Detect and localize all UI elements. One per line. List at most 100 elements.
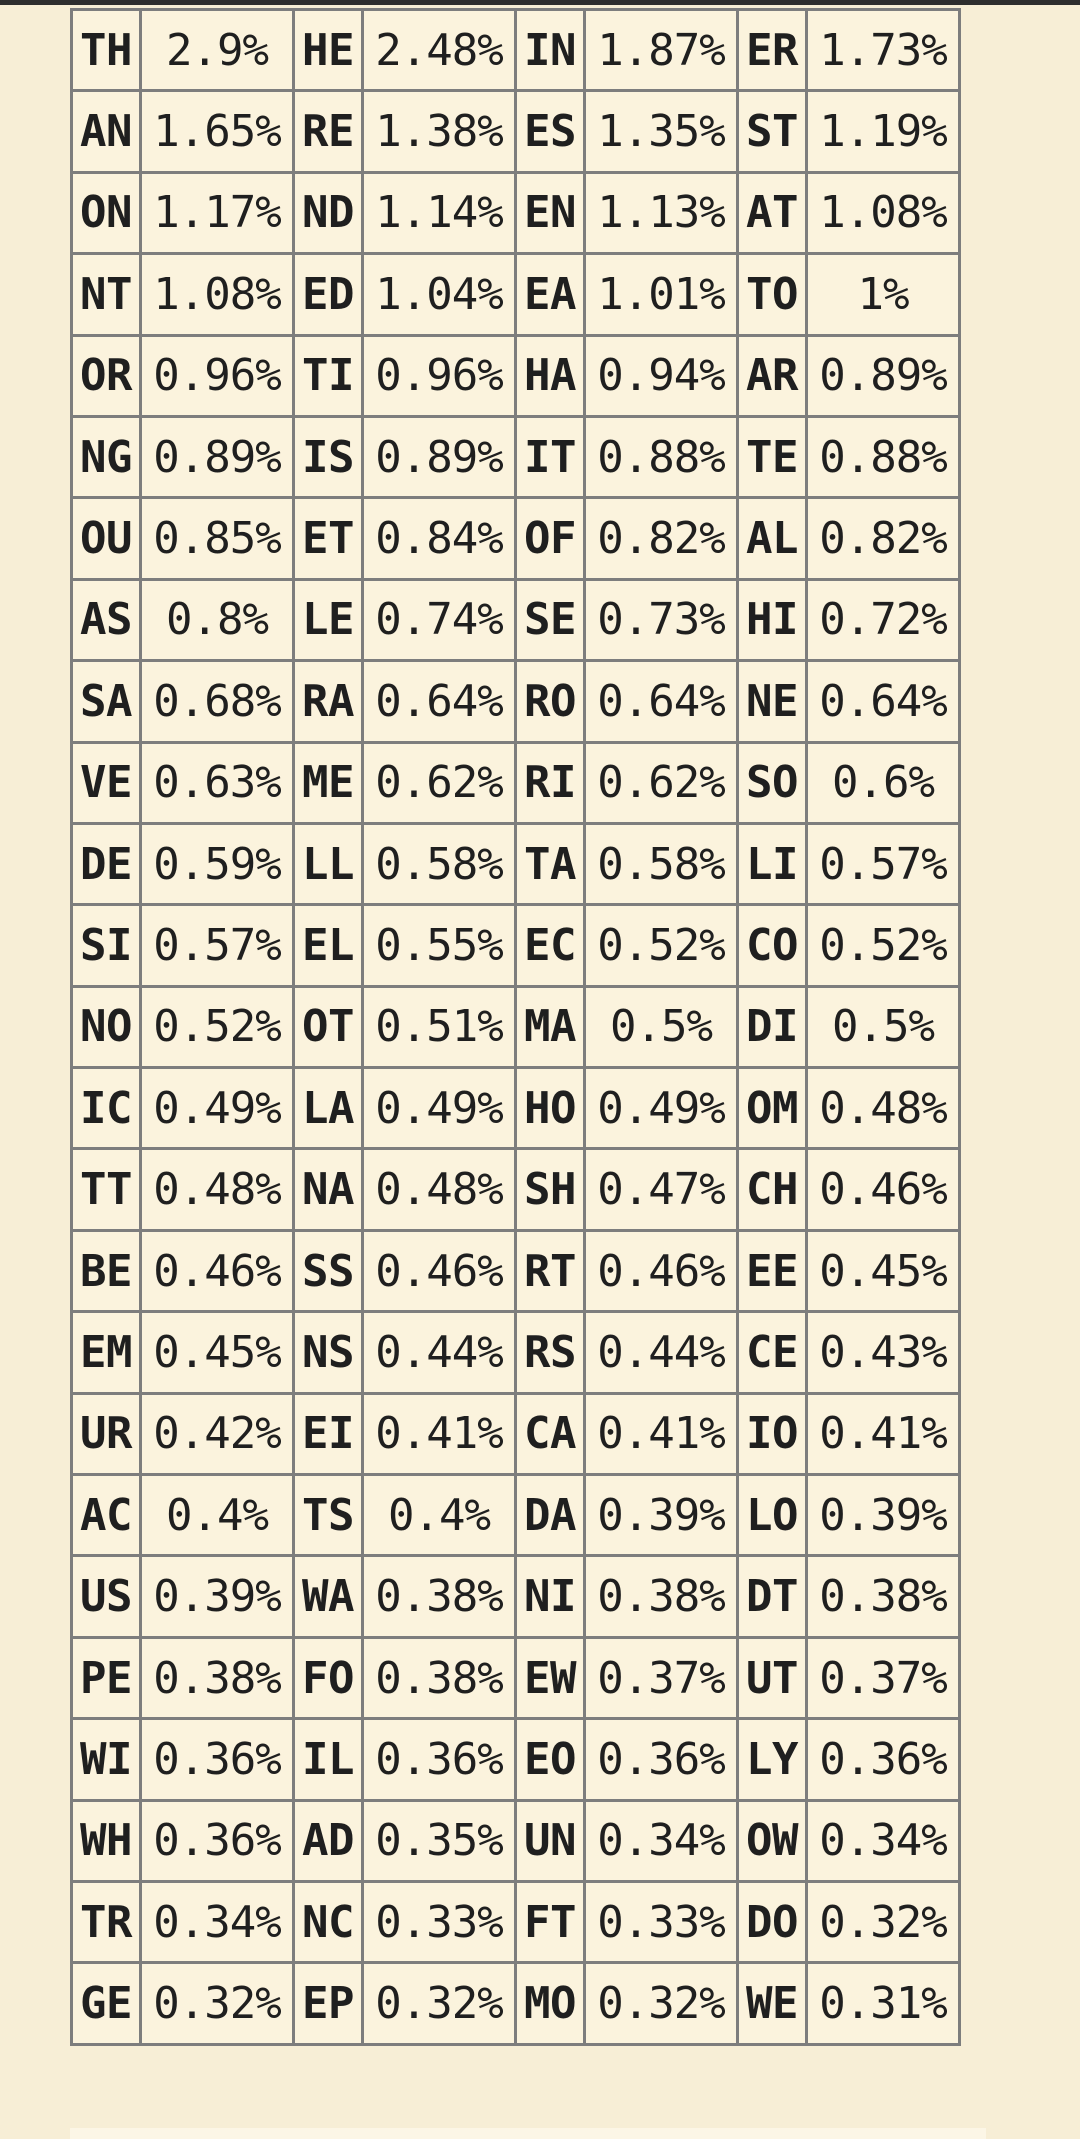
frequency-cell: 1.17%	[139, 170, 295, 256]
frequency-cell: 0.52%	[583, 903, 739, 988]
table-row: NG 0.89% IS 0.89% IT 0.88% TE 0.88%	[70, 414, 961, 500]
frequency-cell: 0.46%	[805, 1147, 961, 1232]
frequency-cell: 1.19%	[805, 89, 961, 174]
bigram-cell: WA	[292, 1554, 364, 1639]
bigram-cell: NI	[514, 1554, 586, 1639]
frequency-cell: 0.96%	[361, 333, 517, 418]
bigram-cell: GE	[70, 1961, 142, 2046]
frequency-cell: 0.38%	[139, 1635, 295, 1721]
frequency-cell: 0.32%	[805, 1879, 961, 1965]
frequency-cell: 0.36%	[139, 1798, 295, 1883]
table-row: AC 0.4% TS 0.4% DA 0.39% LO 0.39%	[70, 1473, 961, 1558]
frequency-cell: 0.36%	[139, 1717, 295, 1802]
frequency-cell: 0.89%	[805, 333, 961, 418]
frequency-cell: 0.88%	[805, 414, 961, 500]
frequency-cell: 0.45%	[139, 1310, 295, 1395]
bigram-cell: TO	[736, 252, 808, 337]
bigram-cell: AC	[70, 1473, 142, 1558]
frequency-cell: 0.68%	[139, 659, 295, 744]
bigram-cell: AT	[736, 170, 808, 256]
bigram-cell: CO	[736, 903, 808, 988]
bigram-cell: DI	[736, 984, 808, 1070]
frequency-cell: 0.55%	[361, 903, 517, 988]
frequency-cell: 0.41%	[583, 1391, 739, 1477]
frequency-cell: 0.85%	[139, 496, 295, 581]
bigram-cell: UR	[70, 1391, 142, 1477]
bigram-cell: SE	[514, 577, 586, 663]
frequency-cell: 0.37%	[583, 1635, 739, 1721]
frequency-cell: 0.51%	[361, 984, 517, 1070]
frequency-cell: 0.49%	[583, 1066, 739, 1151]
table-row: AN 1.65% RE 1.38% ES 1.35% ST 1.19%	[70, 89, 961, 174]
bigram-cell: WH	[70, 1798, 142, 1883]
frequency-cell: 0.88%	[583, 414, 739, 500]
bigram-cell: BE	[70, 1228, 142, 1314]
bigram-cell: IS	[292, 414, 364, 500]
bigram-cell: ES	[514, 89, 586, 174]
frequency-cell: 0.32%	[139, 1961, 295, 2046]
bigram-cell: EI	[292, 1391, 364, 1477]
frequency-cell: 0.38%	[805, 1554, 961, 1639]
bigram-cell: EW	[514, 1635, 586, 1721]
table-row: OR 0.96% TI 0.96% HA 0.94% AR 0.89%	[70, 333, 961, 418]
frequency-cell: 0.39%	[139, 1554, 295, 1639]
bigram-cell: TR	[70, 1879, 142, 1965]
frequency-cell: 0.4%	[361, 1473, 517, 1558]
frequency-cell: 0.46%	[583, 1228, 739, 1314]
frequency-cell: 0.63%	[139, 740, 295, 825]
bigram-cell: IO	[736, 1391, 808, 1477]
frequency-cell: 0.44%	[583, 1310, 739, 1395]
top-edge-bar	[0, 0, 1080, 5]
bigram-cell: IC	[70, 1066, 142, 1151]
bigram-cell: EE	[736, 1228, 808, 1314]
table-row: DE 0.59% LL 0.58% TA 0.58% LI 0.57%	[70, 821, 961, 907]
frequency-cell: 0.52%	[805, 903, 961, 988]
table-row: WI 0.36% IL 0.36% EO 0.36% LY 0.36%	[70, 1717, 961, 1802]
bigram-cell: EN	[514, 170, 586, 256]
bigram-cell: ON	[70, 170, 142, 256]
bigram-cell: NC	[292, 1879, 364, 1965]
bigram-cell: IT	[514, 414, 586, 500]
frequency-cell: 0.52%	[139, 984, 295, 1070]
table-row: OU 0.85% ET 0.84% OF 0.82% AL 0.82%	[70, 496, 961, 581]
frequency-cell: 0.45%	[805, 1228, 961, 1314]
frequency-cell: 0.43%	[805, 1310, 961, 1395]
bigram-cell: FO	[292, 1635, 364, 1721]
table-row: TR 0.34% NC 0.33% FT 0.33% DO 0.32%	[70, 1879, 961, 1965]
bigram-cell: CH	[736, 1147, 808, 1232]
frequency-cell: 0.39%	[583, 1473, 739, 1558]
frequency-cell: 0.46%	[361, 1228, 517, 1314]
bigram-cell: HO	[514, 1066, 586, 1151]
bigram-cell: SO	[736, 740, 808, 825]
bigram-cell: PE	[70, 1635, 142, 1721]
frequency-cell: 1.04%	[361, 252, 517, 337]
frequency-cell: 0.8%	[139, 577, 295, 663]
table-row: SI 0.57% EL 0.55% EC 0.52% CO 0.52%	[70, 903, 961, 988]
frequency-cell: 0.94%	[583, 333, 739, 418]
bigram-cell: UN	[514, 1798, 586, 1883]
frequency-cell: 0.62%	[361, 740, 517, 825]
bigram-cell: NA	[292, 1147, 364, 1232]
frequency-cell: 1.65%	[139, 89, 295, 174]
frequency-cell: 0.57%	[805, 821, 961, 907]
frequency-cell: 0.4%	[139, 1473, 295, 1558]
bigram-cell: RA	[292, 659, 364, 744]
bigram-cell: OT	[292, 984, 364, 1070]
bigram-cell: EC	[514, 903, 586, 988]
frequency-cell: 0.62%	[583, 740, 739, 825]
frequency-cell: 0.33%	[361, 1879, 517, 1965]
bigram-cell: RO	[514, 659, 586, 744]
bigram-cell: LO	[736, 1473, 808, 1558]
frequency-cell: 0.31%	[805, 1961, 961, 2046]
frequency-cell: 1.87%	[583, 7, 739, 93]
bigram-cell: LI	[736, 821, 808, 907]
frequency-cell: 1.13%	[583, 170, 739, 256]
bigram-cell: EA	[514, 252, 586, 337]
frequency-cell: 0.32%	[361, 1961, 517, 2046]
bigram-cell: TI	[292, 333, 364, 418]
bigram-cell: NE	[736, 659, 808, 744]
bigram-cell: OR	[70, 333, 142, 418]
frequency-cell: 0.36%	[583, 1717, 739, 1802]
bigram-cell: NO	[70, 984, 142, 1070]
frequency-cell: 0.73%	[583, 577, 739, 663]
